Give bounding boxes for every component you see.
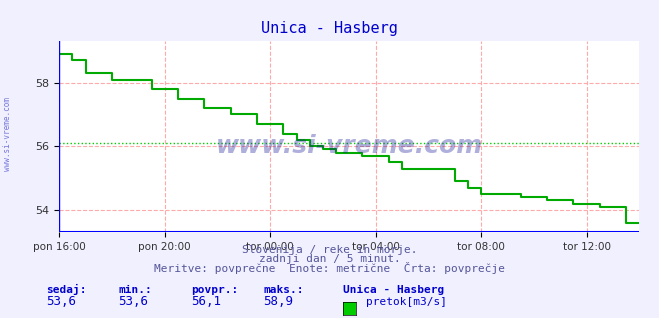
Text: 53,6: 53,6 [46,295,76,308]
Text: Unica - Hasberg: Unica - Hasberg [343,285,444,294]
Text: Unica - Hasberg: Unica - Hasberg [261,21,398,36]
Text: maks.:: maks.: [264,285,304,294]
Text: pretok[m3/s]: pretok[m3/s] [366,297,447,307]
Text: 56,1: 56,1 [191,295,221,308]
Text: zadnji dan / 5 minut.: zadnji dan / 5 minut. [258,254,401,264]
Text: 53,6: 53,6 [119,295,149,308]
Text: www.si-vreme.com: www.si-vreme.com [3,97,13,170]
Text: sedaj:: sedaj: [46,284,86,294]
Text: 58,9: 58,9 [264,295,294,308]
Text: Slovenija / reke in morje.: Slovenija / reke in morje. [242,245,417,255]
Text: www.si-vreme.com: www.si-vreme.com [215,134,483,158]
Text: min.:: min.: [119,285,152,294]
Text: povpr.:: povpr.: [191,285,239,294]
Text: Meritve: povprečne  Enote: metrične  Črta: povprečje: Meritve: povprečne Enote: metrične Črta:… [154,262,505,274]
